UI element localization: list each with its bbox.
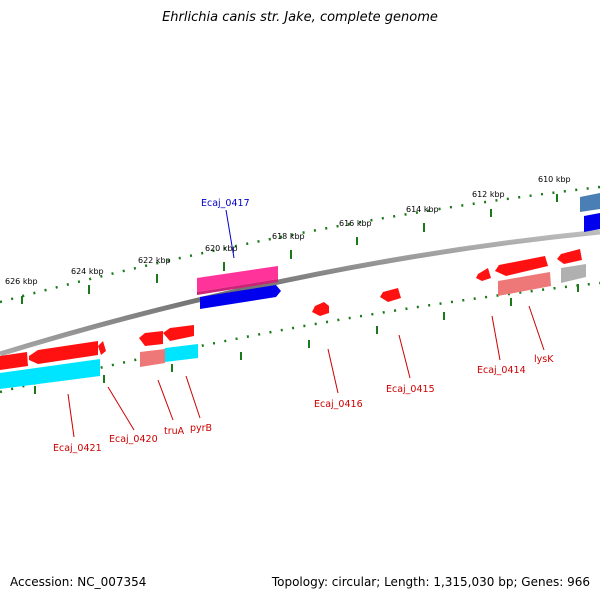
forward-genes (197, 193, 600, 316)
tick-label-618: 618 kbp (272, 232, 305, 241)
tick-label-616: 616 kbp (339, 219, 372, 228)
genome-info-text: Topology: circular; Length: 1,315,030 bp… (271, 575, 590, 589)
gene-small-arrow[interactable] (98, 341, 106, 355)
leader-lysk (528, 305, 545, 351)
label-ecaj-0415[interactable]: Ecaj_0415 (386, 384, 435, 395)
gene-trua[interactable] (140, 349, 165, 367)
map-title: Ehrlichia canis str. Jake, complete geno… (162, 10, 438, 25)
leader-ecaj-0416 (327, 348, 339, 394)
leader-ecaj-0421 (67, 393, 75, 438)
tick-label-612: 612 kbp (472, 190, 505, 199)
tick-label-620: 620 kbp (205, 244, 238, 253)
gene-blue-1[interactable] (200, 285, 281, 309)
reverse-genes (0, 325, 198, 389)
gene-gray-560[interactable] (561, 264, 586, 283)
tick-labels: 626 kbp 624 kbp 622 kbp 620 kbp 618 kbp … (5, 175, 571, 286)
label-ecaj-0420[interactable]: Ecaj_0420 (109, 434, 158, 445)
gene-lysk-forward[interactable] (495, 256, 548, 276)
tick-label-614: 614 kbp (406, 205, 439, 214)
genome-backbone (0, 229, 600, 357)
gene-ecaj-0415[interactable] (380, 288, 401, 302)
accession-text: Accession: NC_007354 (10, 575, 147, 589)
gene-pyrb[interactable] (165, 344, 198, 362)
tick-label-624: 624 kbp (71, 267, 104, 276)
gene-ecaj-0421[interactable] (0, 352, 28, 370)
leader-ecaj-0415 (398, 334, 411, 379)
inner-major-ticks (34, 284, 579, 394)
gene-ecaj-0416[interactable] (312, 302, 329, 316)
label-leaders (67, 209, 545, 438)
label-ecaj-0414[interactable]: Ecaj_0414 (477, 365, 526, 376)
tick-label-610: 610 kbp (538, 175, 571, 184)
tick-label-622: 622 kbp (138, 256, 171, 265)
outer-major-ticks (21, 194, 558, 304)
leader-ecaj-0417 (225, 209, 235, 259)
gene-pyrb-arrow[interactable] (163, 325, 194, 341)
gene-ecaj-0414[interactable] (476, 268, 491, 281)
leader-ecaj-0414 (491, 315, 501, 361)
gene-ecaj-0420[interactable] (29, 341, 98, 364)
tick-label-626: 626 kbp (5, 277, 38, 286)
gene-steelblue-edge[interactable] (580, 193, 600, 212)
gene-lysk[interactable] (498, 272, 551, 296)
label-lysk[interactable]: lysK (534, 354, 554, 365)
gene-cyan[interactable] (0, 359, 100, 389)
gene-red-560[interactable] (557, 249, 582, 264)
gene-blue-edge[interactable] (584, 213, 600, 232)
leader-ecaj-0420 (107, 386, 135, 431)
leader-pyrb (185, 375, 201, 419)
label-ecaj-0421[interactable]: Ecaj_0421 (53, 443, 102, 454)
gene-trua-arrow[interactable] (139, 331, 163, 346)
label-ecaj-0417[interactable]: Ecaj_0417 (201, 198, 250, 209)
gene-ecaj-0417[interactable] (197, 266, 278, 292)
label-ecaj-0416[interactable]: Ecaj_0416 (314, 399, 363, 410)
gene-labels: Ecaj_0417 Ecaj_0421 Ecaj_0420 truA pyrB … (53, 198, 554, 454)
leader-trua (157, 379, 174, 421)
label-trua[interactable]: truA (164, 426, 185, 437)
label-pyrb[interactable]: pyrB (190, 423, 212, 434)
gene-ecaj-0417-shadow (197, 279, 278, 295)
